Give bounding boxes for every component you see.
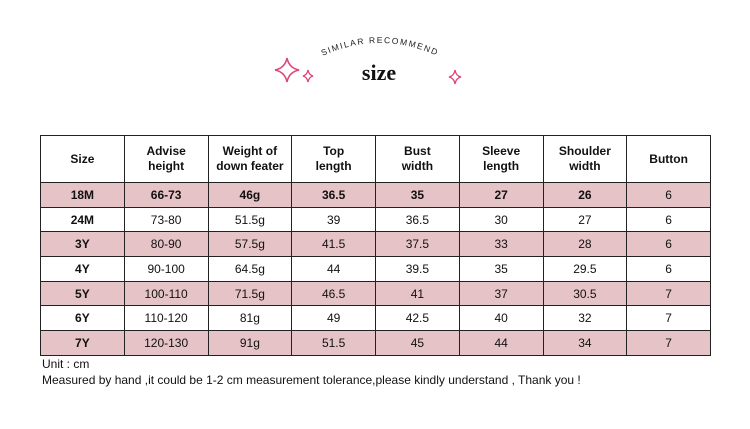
header-line: length xyxy=(483,159,520,173)
column-header: Weight of down feater xyxy=(207,135,293,183)
column-header: Size xyxy=(40,135,125,183)
table-cell: 7 xyxy=(626,280,711,307)
header-decoration: SIMILAR RECOMMEND size xyxy=(274,35,462,85)
header-line: Shoulder xyxy=(558,144,611,158)
header-line: width xyxy=(401,159,434,173)
table-cell: 42.5 xyxy=(375,305,460,332)
header-line: Advise xyxy=(146,144,186,158)
column-header: Sleeve length xyxy=(458,135,544,183)
table-cell: 6 xyxy=(626,231,711,258)
header-line: width xyxy=(569,159,601,173)
table-cell: 100-110 xyxy=(123,280,209,307)
table-cell: 80-90 xyxy=(123,231,209,258)
table-cell: 49 xyxy=(291,305,376,332)
column-header: Shoulder width xyxy=(542,135,628,183)
header-line: length xyxy=(315,159,352,173)
table-cell: 120-130 xyxy=(123,330,209,356)
header-line: Bust xyxy=(404,144,431,158)
table-cell: 5Y xyxy=(40,280,125,307)
table-cell: 36.5 xyxy=(291,182,376,208)
table-cell: 71.5g xyxy=(207,280,293,307)
table-cell: 6 xyxy=(626,206,711,233)
table-cell: 30 xyxy=(458,206,544,233)
table-row: 3Y 80-90 57.5g 41.5 37.5 33 28 6 xyxy=(40,231,711,258)
table-cell: 4Y xyxy=(40,256,125,282)
table-cell: 24M xyxy=(40,206,125,233)
table-cell: 41.5 xyxy=(291,231,376,258)
table-cell: 32 xyxy=(542,305,628,332)
title: size xyxy=(362,60,396,85)
header-line: Top xyxy=(323,144,345,158)
table-cell: 41 xyxy=(375,280,460,307)
table-cell: 44 xyxy=(291,256,376,282)
table-cell: 27 xyxy=(542,206,628,233)
table-cell: 34 xyxy=(542,330,628,356)
table-row: 18M 66-73 46g 36.5 35 27 26 6 xyxy=(40,182,711,208)
header-line: down feater xyxy=(216,159,284,173)
table-cell: 7 xyxy=(626,305,711,332)
table-cell: 18M xyxy=(40,182,125,208)
header-row: Size Advise height Weight of down feater Top l… xyxy=(40,135,711,183)
table-cell: 90-100 xyxy=(123,256,209,282)
table-cell: 29.5 xyxy=(542,256,628,282)
table-row: 6Y 110-120 81g 49 42.5 40 32 7 xyxy=(40,305,711,332)
table-cell: 66-73 xyxy=(123,182,209,208)
table-row: 7Y 120-130 91g 51.5 45 44 34 7 xyxy=(40,330,711,356)
table-cell: 37.5 xyxy=(375,231,460,258)
table-cell: 7Y xyxy=(40,330,125,356)
header-line: Weight of xyxy=(222,144,278,158)
table-cell: 6 xyxy=(626,182,711,208)
table-cell: 39.5 xyxy=(375,256,460,282)
table-cell: 91g xyxy=(207,330,293,356)
table-cell: 46.5 xyxy=(291,280,376,307)
column-header: Advise height xyxy=(123,135,209,183)
table-cell: 37 xyxy=(458,280,544,307)
header-line: Sleeve xyxy=(482,144,521,158)
table-cell: 57.5g xyxy=(207,231,293,258)
table-cell: 27 xyxy=(458,182,544,208)
table-cell: 51.5 xyxy=(291,330,376,356)
size-table: Size Advise height Weight of down feater Top l… xyxy=(40,135,711,356)
table-cell: 3Y xyxy=(40,231,125,258)
table-cell: 51.5g xyxy=(207,206,293,233)
header-line: Button xyxy=(649,151,688,166)
header-line: Size xyxy=(70,151,95,166)
column-header: Bust width xyxy=(375,135,460,183)
note: Measured by hand ,it could be 1-2 cm mea… xyxy=(42,373,581,387)
arc-text: SIMILAR RECOMMEND xyxy=(319,35,440,58)
column-header: Button xyxy=(626,135,711,183)
table-cell: 64.5g xyxy=(207,256,293,282)
table-cell: 44 xyxy=(458,330,544,356)
table-cell: 40 xyxy=(458,305,544,332)
table-cell: 33 xyxy=(458,231,544,258)
column-header: Top length xyxy=(291,135,376,183)
table-cell: 26 xyxy=(542,182,628,208)
table-cell: 39 xyxy=(291,206,376,233)
sparkle xyxy=(302,69,314,83)
table-row: 5Y 100-110 71.5g 46.5 41 37 30.5 7 xyxy=(40,280,711,307)
table-cell: 30.5 xyxy=(542,280,628,307)
table-cell: 6Y xyxy=(40,305,125,332)
table-cell: 81g xyxy=(207,305,293,332)
table-cell: 28 xyxy=(542,231,628,258)
sparkle xyxy=(274,57,300,83)
header-line: height xyxy=(148,159,185,173)
table-cell: 36.5 xyxy=(375,206,460,233)
table-cell: 73-80 xyxy=(123,206,209,233)
table-cell: 7 xyxy=(626,330,711,356)
table-body: 18M 66-73 46g 36.5 35 27 26 6 24M 73-80 51.5g 39 36.… xyxy=(40,182,711,356)
table-cell: 6 xyxy=(626,256,711,282)
table-cell: 45 xyxy=(375,330,460,356)
arc-text-path: SIMILAR RECOMMEND xyxy=(319,35,439,58)
note: Unit : cm xyxy=(42,357,90,371)
sparkle xyxy=(448,69,462,85)
table-cell: 35 xyxy=(375,182,460,208)
table-row: 24M 73-80 51.5g 39 36.5 30 27 6 xyxy=(40,206,711,233)
table-cell: 46g xyxy=(207,182,293,208)
table-cell: 110-120 xyxy=(123,305,209,332)
table-cell: 35 xyxy=(458,256,544,282)
table-row: 4Y 90-100 64.5g 44 39.5 35 29.5 6 xyxy=(40,256,711,282)
